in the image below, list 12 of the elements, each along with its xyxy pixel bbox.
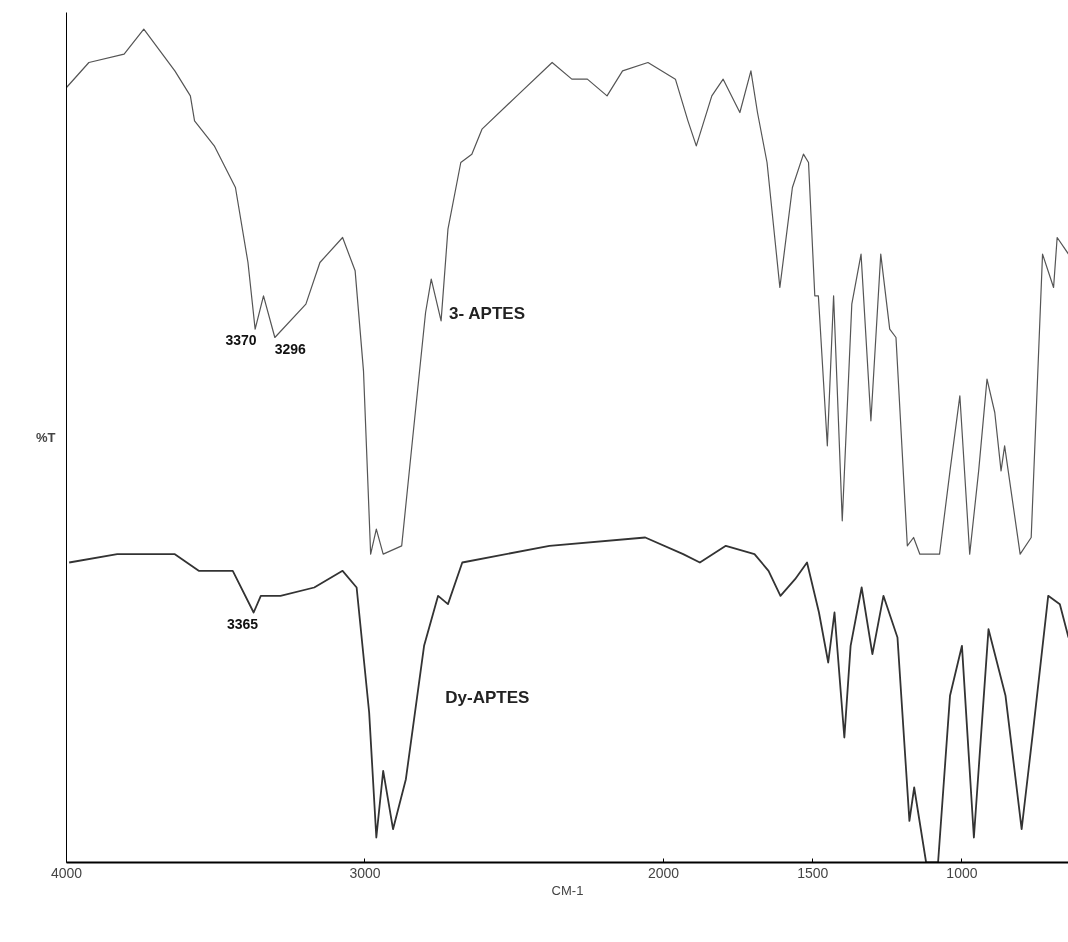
annotation: 3370: [225, 332, 257, 349]
x-tick-label: 3000: [349, 864, 381, 881]
x-tick-label: 2000: [647, 864, 680, 881]
annotation: 3296: [274, 340, 306, 357]
x-tick-label: 4000: [50, 864, 83, 881]
y-axis-title: %T: [36, 430, 56, 445]
x-tick-label: 1000: [946, 864, 978, 881]
x-axis-title: CM-1: [551, 882, 584, 898]
annotation: 3365: [226, 615, 259, 632]
x-tick-label: 1500: [797, 864, 829, 881]
series-label: Dy-APTES: [445, 687, 530, 707]
series-label: 3- APTES: [449, 304, 525, 324]
